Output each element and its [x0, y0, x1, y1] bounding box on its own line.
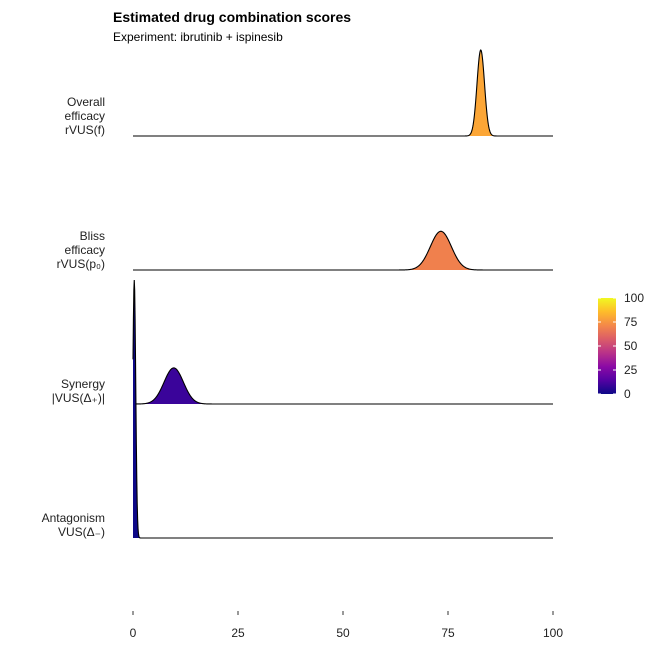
ridge-area [133, 367, 553, 404]
ridge-outline [132, 367, 553, 405]
legend-tick-label: 0 [624, 387, 631, 401]
ridge-label: efficacy [65, 243, 105, 257]
ridge-label: Antagonism [42, 511, 105, 525]
ridge-label: Bliss [80, 229, 105, 243]
ridge-label: VUS(Δ₋) [58, 525, 105, 539]
ridge-area [133, 50, 553, 136]
ridge-outline [133, 230, 553, 271]
x-tick-label: 0 [130, 626, 137, 640]
chart-title: Estimated drug combination scores [113, 9, 351, 25]
ridge-area [133, 280, 553, 538]
ridge-label: Overall [67, 95, 105, 109]
legend-color-bar [598, 298, 616, 394]
ridge-label: rVUS(f) [65, 123, 105, 137]
legend-tick-label: 75 [624, 315, 638, 329]
legend-tick-label: 50 [624, 339, 638, 353]
ridge-label: |VUS(Δ₊)| [52, 391, 105, 405]
x-tick-label: 100 [543, 626, 563, 640]
ridges: OverallefficacyrVUS(f)BlissefficacyrVUS(… [42, 49, 553, 539]
x-axis: 0 25 50 75 100 [130, 611, 563, 640]
ridge-label: rVUS(p₀) [57, 257, 105, 271]
ridge-2: Synergy|VUS(Δ₊)| [52, 367, 553, 405]
x-tick-label: 50 [336, 626, 350, 640]
x-tick-label: 75 [441, 626, 455, 640]
ridge-outline [133, 49, 553, 137]
ridge-label: Synergy [61, 377, 105, 391]
color-legend: 0 25 50 75 100 [598, 291, 644, 401]
chart-subtitle: Experiment: ibrutinib + ispinesib [113, 30, 283, 44]
legend-tick-label: 25 [624, 363, 638, 377]
x-tick-label: 25 [231, 626, 245, 640]
ridge-area [133, 231, 553, 270]
ridge-outline [132, 279, 553, 539]
legend-tick-label: 100 [624, 291, 644, 305]
ridge-label: efficacy [65, 109, 105, 123]
